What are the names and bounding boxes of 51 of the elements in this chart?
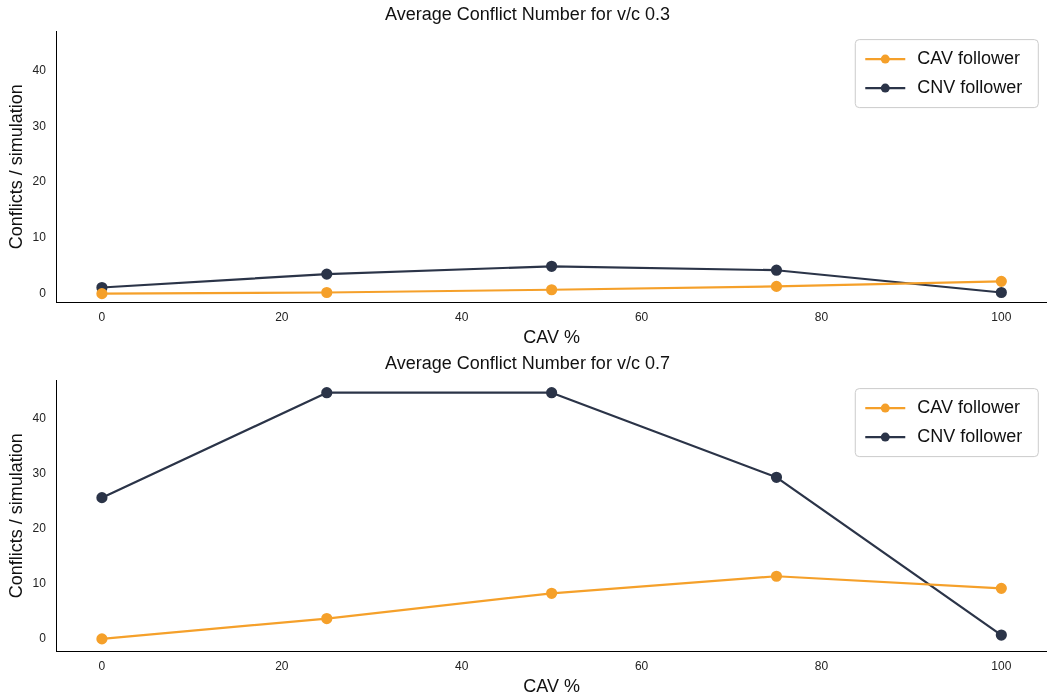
x-tick-label: 80 [814, 309, 829, 324]
x-tick-label: 40 [455, 658, 469, 673]
x-tick-label: 60 [634, 309, 649, 324]
y-tick-label: 30 [32, 466, 47, 481]
x-tick-label: 20 [275, 658, 289, 673]
point [770, 280, 783, 292]
point [321, 268, 333, 280]
point [96, 492, 108, 504]
point [995, 582, 1007, 594]
point [96, 288, 108, 300]
y-tick-label: 0 [39, 285, 47, 300]
point [770, 471, 783, 483]
y-axis-title: Conflicts / simulation [5, 84, 26, 250]
x-tick-label: 60 [634, 658, 649, 673]
point [995, 275, 1007, 287]
x-tick-label: 20 [275, 309, 289, 324]
point [96, 633, 108, 645]
point [995, 286, 1007, 299]
point [770, 570, 783, 582]
y-tick-label: 40 [32, 62, 47, 77]
x-axis-title: CAV % [523, 327, 580, 348]
y-tick-label: 30 [32, 118, 47, 133]
legend-label: CNV follower [917, 426, 1023, 447]
legend-label: CAV follower [917, 397, 1020, 418]
point [546, 387, 558, 399]
point [546, 587, 558, 599]
x-tick-label: 0 [98, 658, 106, 673]
x-tick-label: 80 [814, 658, 829, 673]
point [321, 612, 333, 625]
x-tick-label: 100 [991, 658, 1012, 673]
y-tick-label: 10 [32, 230, 47, 245]
point [770, 264, 783, 276]
y-axis-title: Conflicts / simulation [5, 433, 26, 599]
x-tick-label: 40 [455, 309, 469, 324]
point [321, 387, 333, 399]
point [995, 629, 1007, 641]
point [546, 260, 558, 272]
y-tick-label: 10 [32, 576, 47, 591]
chart-title: Average Conflict Number for v/c 0.3 [385, 3, 670, 24]
point [546, 284, 558, 296]
point [321, 286, 333, 299]
legend-label: CNV follower [917, 77, 1023, 98]
legend-label: CAV follower [917, 48, 1020, 69]
x-axis-title: CAV % [523, 676, 580, 697]
x-tick-label: 0 [98, 309, 106, 324]
chart-title: Average Conflict Number for v/c 0.7 [385, 352, 670, 373]
x-tick-label: 100 [991, 309, 1012, 324]
y-tick-label: 20 [32, 521, 47, 536]
y-tick-label: 40 [32, 411, 47, 426]
y-tick-label: 20 [32, 174, 47, 189]
y-tick-label: 0 [39, 631, 47, 646]
